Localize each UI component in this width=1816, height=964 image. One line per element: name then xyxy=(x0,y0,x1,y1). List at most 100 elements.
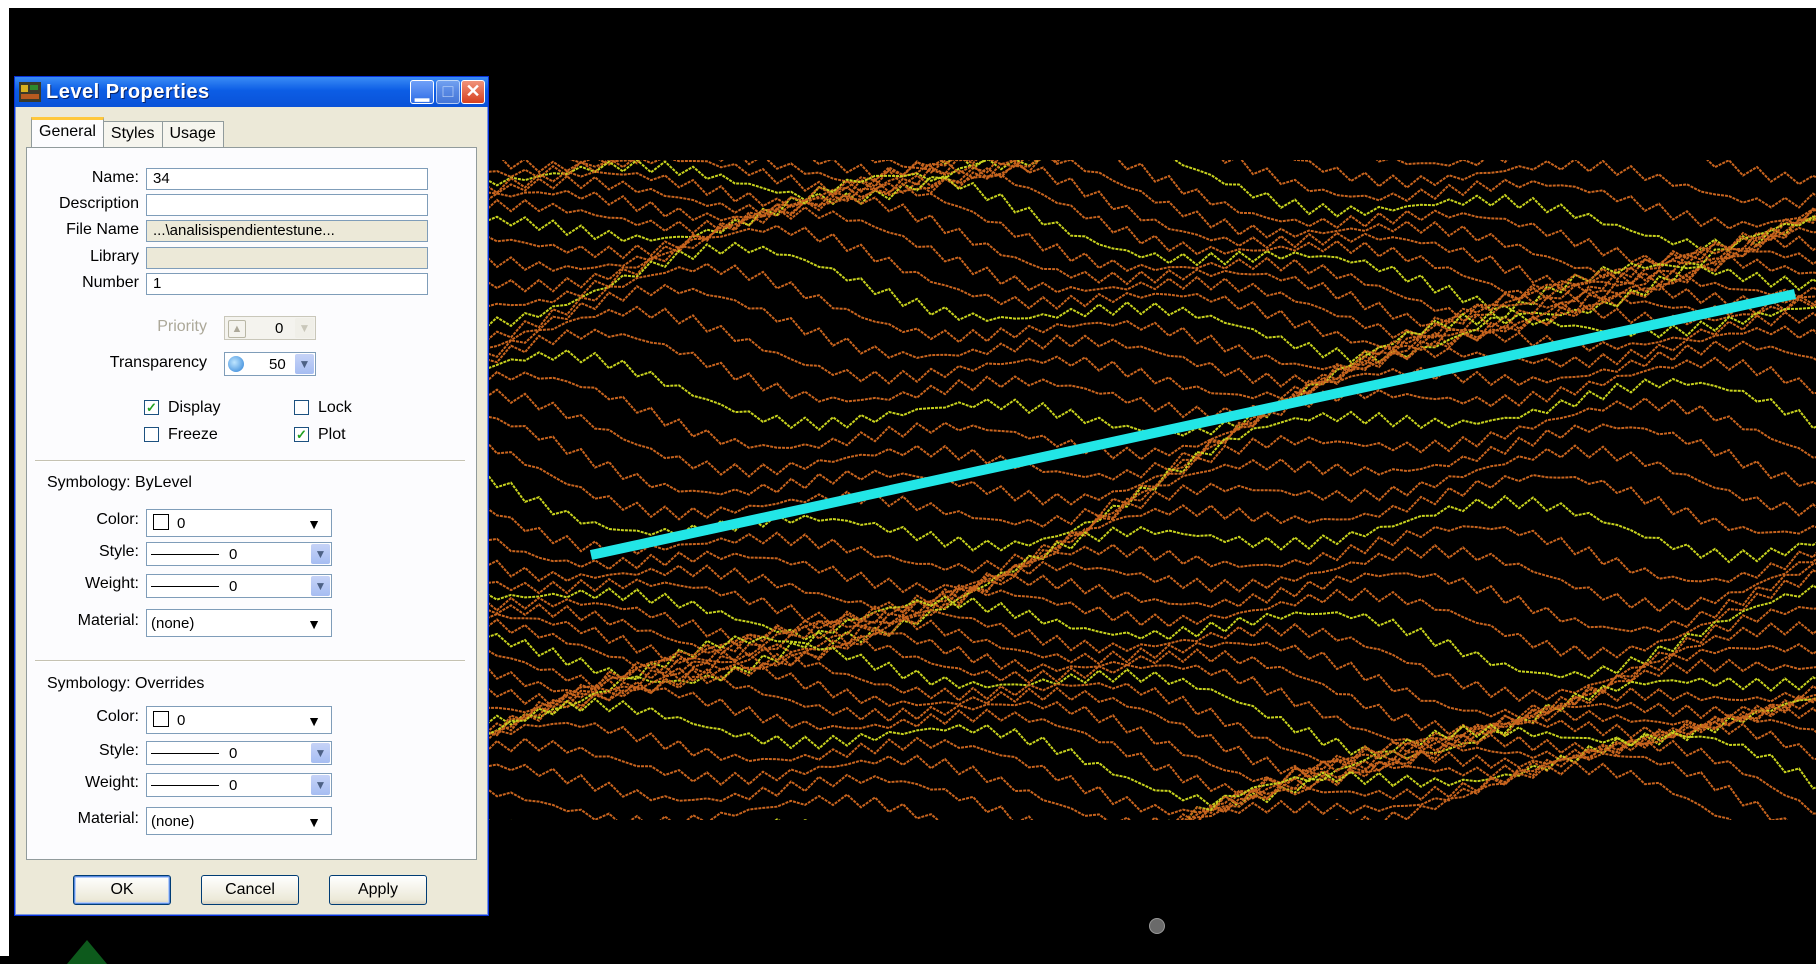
line-weight-swatch xyxy=(151,586,219,587)
contour-line xyxy=(489,562,1816,671)
contour-line xyxy=(1185,752,1788,820)
contour-line xyxy=(489,423,1816,594)
contour-map[interactable] xyxy=(9,8,1816,956)
contour-line xyxy=(1184,737,1816,820)
bylevel-style-combo[interactable]: 0 ▼ xyxy=(146,542,332,566)
cancel-button[interactable]: Cancel xyxy=(201,875,299,905)
name-field[interactable]: 34 xyxy=(146,168,428,190)
contour-line xyxy=(489,584,1816,685)
chevron-down-icon[interactable]: ▼ xyxy=(307,713,321,729)
chevron-down-icon: ▼ xyxy=(295,318,314,338)
contour-line xyxy=(489,178,1816,331)
line-weight-swatch xyxy=(151,785,219,786)
profile-line[interactable] xyxy=(589,289,1797,560)
chevron-down-icon[interactable]: ▼ xyxy=(311,743,330,763)
overrides-style-label: Style: xyxy=(98,742,139,759)
contour-line xyxy=(489,696,1816,809)
bylevel-color-label: Color: xyxy=(96,511,139,528)
ok-button[interactable]: OK xyxy=(73,875,171,905)
number-field[interactable]: 1 xyxy=(146,273,428,295)
contour-line xyxy=(489,310,1816,461)
contour-line xyxy=(489,356,1816,528)
view-marker-icon xyxy=(67,940,107,964)
color-swatch xyxy=(153,514,169,530)
priority-combo: ▲ 0 ▼ xyxy=(224,316,316,340)
contour-line xyxy=(489,194,1816,334)
contour-line xyxy=(489,160,1816,252)
chevron-down-icon[interactable]: ▼ xyxy=(307,814,321,830)
lock-checkbox[interactable] xyxy=(294,400,309,415)
contour-line xyxy=(489,697,1816,816)
contour-line xyxy=(1335,760,1732,820)
chevron-down-icon[interactable]: ▼ xyxy=(307,616,321,632)
chevron-down-icon[interactable]: ▼ xyxy=(295,354,314,374)
overrides-color-picker[interactable]: 0 ▼ xyxy=(146,706,332,734)
bylevel-material-combo[interactable]: (none) ▼ xyxy=(146,609,332,637)
title-bar[interactable]: Level Properties ▁ □ ✕ xyxy=(15,77,488,107)
contour-line xyxy=(489,720,1816,820)
bylevel-weight-combo[interactable]: 0 ▼ xyxy=(146,574,332,598)
tab-usage[interactable]: Usage xyxy=(161,121,224,148)
plot-checkbox[interactable]: ✓ xyxy=(294,427,309,442)
general-tab-panel: Name: 34 Description File Name ...\anali… xyxy=(26,147,477,860)
tab-general[interactable]: General xyxy=(31,117,104,150)
contour-line xyxy=(489,206,1816,347)
description-field[interactable] xyxy=(146,194,428,216)
contour-line xyxy=(489,656,1816,780)
priority-label: Priority xyxy=(157,318,207,335)
contour-line xyxy=(489,494,1816,645)
freeze-checkbox[interactable] xyxy=(144,427,159,442)
transparency-icon xyxy=(228,356,244,372)
chevron-down-icon[interactable]: ▼ xyxy=(311,775,330,795)
contour-line xyxy=(489,377,1816,552)
file-name-field: ...\analisispendientestune... xyxy=(146,220,428,242)
contour-line xyxy=(489,262,1816,372)
cursor-dot xyxy=(1149,918,1165,934)
minimize-button[interactable]: ▁ xyxy=(410,80,434,104)
contour-line xyxy=(489,525,1816,654)
contour-line xyxy=(489,610,1816,719)
display-checkbox[interactable]: ✓ xyxy=(144,400,159,415)
transparency-combo[interactable]: 50 ▼ xyxy=(224,352,316,376)
chevron-down-icon[interactable]: ▼ xyxy=(311,576,330,596)
contour-line xyxy=(489,685,1816,796)
overrides-material-value: (none) xyxy=(151,813,195,830)
level-properties-dialog: Level Properties ▁ □ ✕ General Styles Us… xyxy=(14,76,489,916)
maximize-button[interactable]: □ xyxy=(436,80,460,104)
close-button[interactable]: ✕ xyxy=(461,80,485,104)
contour-line xyxy=(489,604,1816,703)
color-swatch xyxy=(153,711,169,727)
priority-icon: ▲ xyxy=(228,320,246,338)
bylevel-color-picker[interactable]: 0 ▼ xyxy=(146,509,332,537)
contour-line xyxy=(489,160,1816,230)
contour-line xyxy=(489,705,1816,820)
contour-lines xyxy=(489,160,1816,820)
separator xyxy=(35,460,465,462)
overrides-color-label: Color: xyxy=(96,708,139,725)
screen-top-border xyxy=(0,0,1816,8)
file-name-label: File Name xyxy=(66,221,139,238)
chevron-down-icon[interactable]: ▼ xyxy=(307,516,321,532)
bylevel-color-value: 0 xyxy=(177,515,186,532)
contour-line xyxy=(489,714,1816,820)
library-label: Library xyxy=(90,248,139,265)
contour-line xyxy=(489,160,1816,312)
overrides-style-combo[interactable]: 0 ▼ xyxy=(146,741,332,765)
number-label: Number xyxy=(82,274,139,291)
overrides-heading: Symbology: Overrides xyxy=(47,675,205,692)
contour-line xyxy=(489,160,1816,267)
contour-line xyxy=(501,160,1816,209)
contour-line xyxy=(489,619,1816,736)
bylevel-style-value: 0 xyxy=(229,546,238,563)
contour-line xyxy=(489,665,1816,791)
overrides-weight-combo[interactable]: 0 ▼ xyxy=(146,773,332,797)
bylevel-material-value: (none) xyxy=(151,615,195,632)
library-field xyxy=(146,247,428,269)
apply-button[interactable]: Apply xyxy=(329,875,427,905)
tab-styles[interactable]: Styles xyxy=(102,121,163,148)
overrides-material-combo[interactable]: (none) ▼ xyxy=(146,807,332,835)
separator xyxy=(35,660,465,662)
contour-line xyxy=(939,160,1042,171)
chevron-down-icon[interactable]: ▼ xyxy=(311,544,330,564)
name-label: Name: xyxy=(91,169,139,186)
